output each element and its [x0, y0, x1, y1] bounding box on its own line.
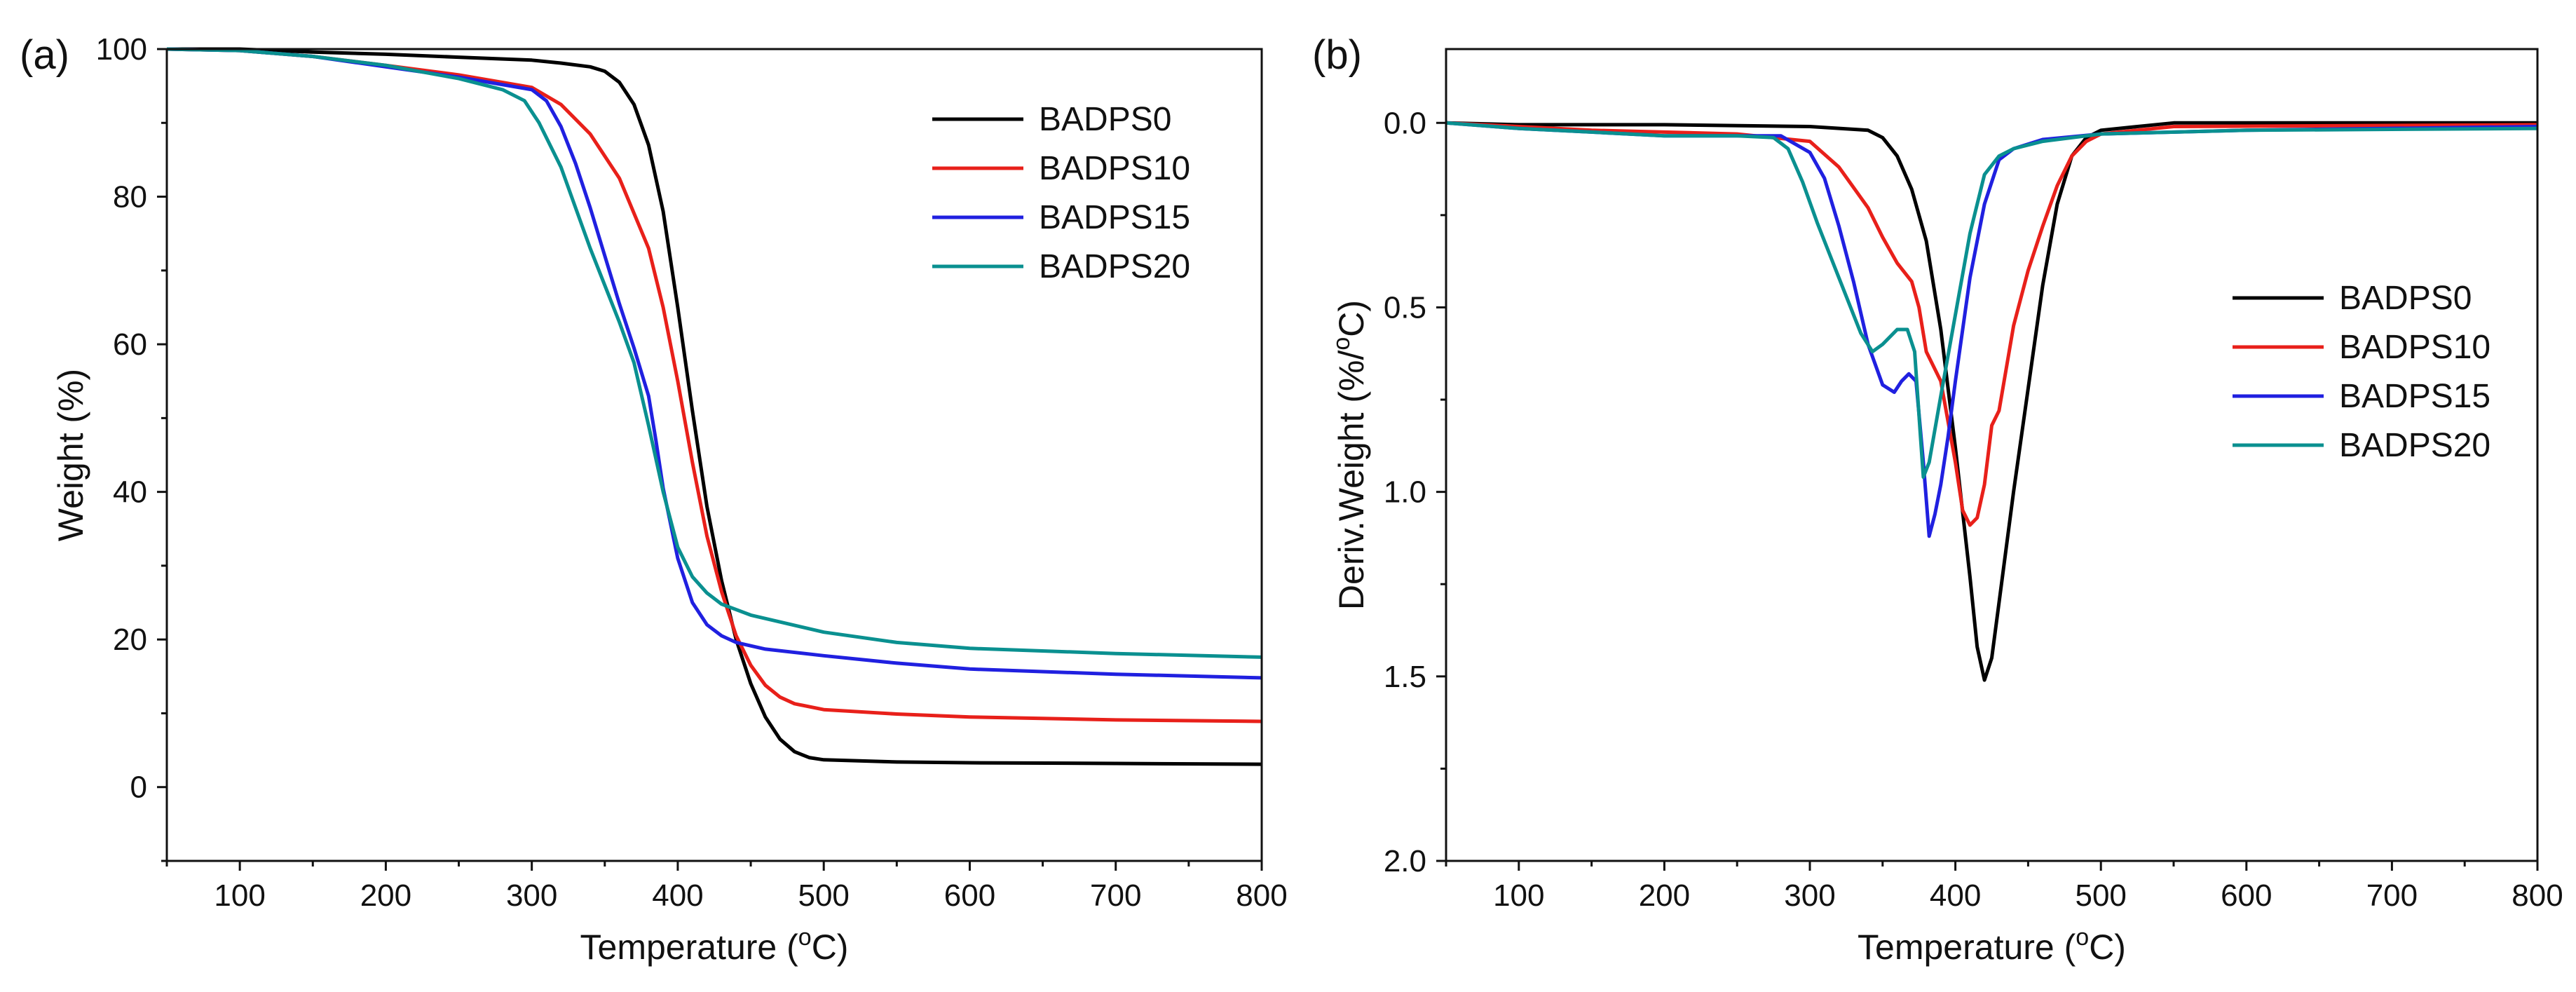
- legend-label-badps15: BADPS15: [2339, 378, 2490, 415]
- x-tick-label: 400: [652, 878, 703, 913]
- legend-label-badps0: BADPS0: [1039, 101, 1171, 138]
- y-tick-label: 0: [130, 770, 147, 805]
- x-tick-label: 200: [360, 878, 411, 913]
- y-tick-label: 20: [113, 623, 147, 657]
- x-tick-label: 300: [1784, 878, 1835, 913]
- y-tick-label: 2.0: [1384, 844, 1426, 878]
- y-tick-label: 100: [96, 32, 147, 67]
- x-tick-label: 200: [1639, 878, 1690, 913]
- y-tick-label: 0.5: [1384, 290, 1426, 325]
- y-axis-title-main: Deriv.Weight (%/: [1332, 351, 1371, 611]
- legend-label-badps20: BADPS20: [1039, 248, 1190, 285]
- x-axis-title-degree: o: [2076, 924, 2089, 951]
- x-axis-title: Temperature (oC): [580, 924, 849, 967]
- y-tick-label: 60: [113, 327, 147, 362]
- series-line-badps10: [166, 47, 1262, 723]
- panel-a-weight-chart: (a) 100 200 300 400 500 600 700 800 0 20 40 60 80 100 T…: [20, 32, 1288, 967]
- y-axis-title-unit: C): [1332, 300, 1371, 337]
- x-tick-label: 300: [506, 878, 557, 913]
- legend: BADPS0 BADPS10 BADPS15 BADPS20: [932, 101, 1190, 285]
- panel-b-deriv-weight-chart: (b) 100 200 300 400 500 600 700 800 0.0 0.5 1.0 1.5 2…: [1312, 32, 2563, 967]
- legend-label-badps20: BADPS20: [2339, 427, 2490, 464]
- x-tick-label: 500: [2075, 878, 2126, 913]
- x-tick-label: 700: [2366, 878, 2418, 913]
- legend-label-badps0: BADPS0: [2339, 280, 2472, 317]
- x-tick-label: 800: [1236, 878, 1287, 913]
- x-tick-label: 100: [214, 878, 265, 913]
- y-tick-label: 40: [113, 475, 147, 510]
- x-axis-title-unit: C): [812, 928, 849, 967]
- plot-frame: [1445, 48, 2539, 862]
- x-tick-label: 800: [2512, 878, 2563, 913]
- panel-label: (a): [20, 32, 69, 78]
- x-tick-label: 500: [798, 878, 849, 913]
- legend-label-badps10: BADPS10: [2339, 329, 2490, 366]
- x-tick-label: 400: [1930, 878, 1981, 913]
- y-axis-title: Deriv.Weight (%/oC): [1328, 300, 1371, 610]
- plot-frame: [165, 48, 1263, 862]
- series-line-badps15: [1445, 121, 2538, 538]
- x-tick-label: 600: [944, 878, 995, 913]
- x-axis-title: Temperature (oC): [1858, 924, 2126, 967]
- legend-label-badps15: BADPS15: [1039, 199, 1190, 236]
- y-axis-title: Weight (%): [51, 369, 90, 541]
- y-tick-label: 80: [113, 180, 147, 215]
- x-axis-title-main: Temperature (: [1858, 928, 2076, 967]
- series-line-badps0: [167, 47, 1262, 766]
- legend: BADPS0 BADPS10 BADPS15 BADPS20: [2233, 280, 2490, 464]
- x-axis-title-degree: o: [798, 924, 812, 951]
- x-axis-title-main: Temperature (: [580, 928, 799, 967]
- y-tick-label: 1.0: [1384, 475, 1426, 510]
- x-axis-title-unit: C): [2089, 928, 2126, 967]
- x-tick-label: 700: [1090, 878, 1141, 913]
- series-line-badps15: [166, 47, 1262, 680]
- y-tick-label: 1.5: [1384, 660, 1426, 694]
- series-line-badps20: [1445, 121, 2538, 480]
- y-tick-label: 0.0: [1384, 106, 1426, 140]
- y-axis-title-degree: o: [1328, 337, 1355, 351]
- panel-label: (b): [1312, 32, 1362, 78]
- series-line-badps20: [166, 47, 1262, 659]
- x-tick-label: 100: [1493, 878, 1544, 913]
- x-tick-label: 600: [2221, 878, 2272, 913]
- legend-label-badps10: BADPS10: [1039, 150, 1190, 187]
- series-line-badps10: [1445, 121, 2538, 527]
